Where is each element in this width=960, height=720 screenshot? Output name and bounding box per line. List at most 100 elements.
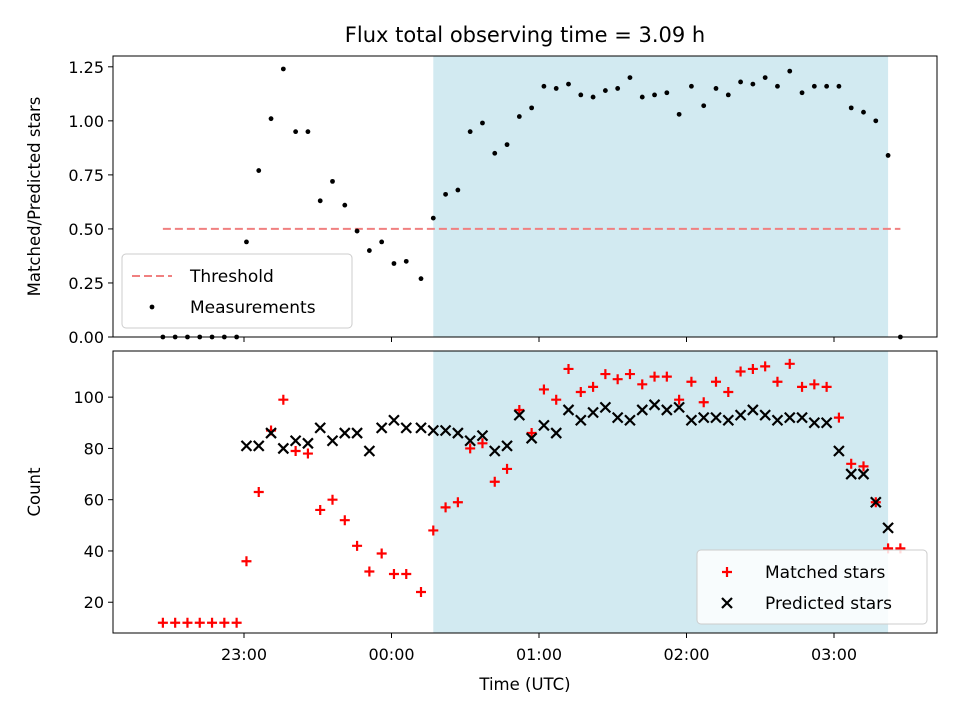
- plus-data-point: [711, 376, 721, 387]
- dot-data-point: [811, 83, 817, 89]
- plus-data-point: [858, 461, 869, 472]
- dot-data-point: [379, 239, 385, 245]
- count-panel: 20 40 60 80 100 23:00 00:00 01:00 02:00 03:00 Coun…: [25, 350, 938, 664]
- x-data-point: [870, 496, 882, 509]
- dot-data-point: [293, 129, 299, 135]
- x-data-point: [808, 417, 821, 429]
- legend: Threshold Measurements: [121, 253, 353, 329]
- legend-label: Threshold: [189, 267, 274, 287]
- dot-data-point: [725, 92, 731, 98]
- legend-box: [696, 549, 928, 625]
- x-tick-label: 03:00: [811, 645, 857, 664]
- dot-data-point: [689, 83, 694, 89]
- y-tick-label: 1.00: [68, 112, 104, 131]
- plus-data-point: [452, 497, 463, 508]
- dot-data-point: [330, 178, 335, 184]
- dot-data-point: [354, 228, 360, 234]
- x-data-point: [857, 468, 870, 480]
- dot-data-point: [430, 215, 436, 221]
- dot-data-point: [366, 248, 372, 253]
- plus-data-point: [797, 381, 808, 392]
- dot-data-point: [317, 198, 323, 204]
- legend-label: Measurements: [190, 298, 316, 318]
- plus-data-point: [723, 387, 734, 398]
- plus-data-point: [302, 448, 313, 459]
- legend-label: Matched stars: [765, 563, 885, 583]
- dot-data-point: [244, 239, 249, 245]
- x-data-point: [697, 411, 710, 424]
- x-data-point: [488, 445, 501, 457]
- x-data-point: [452, 427, 464, 439]
- x-data-point: [339, 427, 351, 439]
- plus-data-point: [661, 371, 672, 382]
- x-data-point: [363, 445, 376, 457]
- plus-data-point: [747, 363, 758, 374]
- x-data-point: [611, 411, 624, 424]
- dot-data-point: [553, 86, 559, 91]
- plus-data-point: [182, 617, 193, 628]
- plus-data-point: [649, 371, 660, 382]
- x-data-point: [796, 411, 808, 424]
- y-tick-label: 80: [84, 439, 104, 458]
- plus-data-point: [575, 387, 586, 398]
- dot-data-point: [664, 90, 670, 96]
- plus-data-point: [428, 525, 439, 536]
- dot-data-point: [590, 94, 596, 100]
- legend-label: Predicted stars: [765, 594, 892, 614]
- x-data-point: [550, 427, 562, 439]
- plus-data-point: [477, 438, 488, 449]
- x-data-point: [783, 411, 796, 424]
- plus-data-point: [698, 397, 709, 408]
- x-data-point: [415, 422, 427, 434]
- y-tick-label: 20: [84, 593, 104, 612]
- y-axis-label: Count: [25, 467, 44, 517]
- dot-data-point: [750, 81, 756, 87]
- dot-data-point: [566, 81, 571, 87]
- x-data-point: [882, 522, 894, 534]
- plus-data-point: [588, 381, 599, 392]
- dot-data-point: [480, 120, 485, 126]
- plus-data-point: [339, 515, 350, 526]
- x-data-point: [326, 434, 339, 447]
- dot-data-point: [516, 114, 522, 119]
- plus-data-point: [735, 366, 746, 377]
- axes-frame: [112, 350, 938, 634]
- x-data-point: [427, 424, 440, 437]
- plus-data-point: [760, 361, 771, 372]
- x-data-point: [759, 409, 771, 421]
- dot-data-point: [701, 103, 707, 109]
- x-data-point: [599, 401, 612, 414]
- series-plus: [157, 358, 906, 628]
- ratio-panel: 0.00 0.25 0.50 0.75 1.00 1.25 Matched/Predicte…: [25, 55, 938, 347]
- plus-data-point: [278, 394, 289, 405]
- x-data-point: [722, 414, 735, 426]
- plus-data-point: [401, 569, 412, 580]
- plus-data-point: [416, 586, 426, 597]
- x-data-point: [771, 414, 784, 426]
- plus-data-point: [526, 428, 537, 439]
- dot-data-point: [342, 202, 348, 208]
- legend-dot-swatch: [149, 304, 155, 310]
- plus-data-point: [194, 617, 205, 628]
- observing-window-band: [433, 56, 889, 337]
- x-tick-label: 02:00: [663, 645, 709, 664]
- x-data-point: [289, 434, 302, 447]
- plus-data-point: [637, 379, 648, 390]
- dot-data-point: [652, 92, 657, 98]
- dot-data-point: [280, 66, 286, 72]
- plus-data-point: [170, 617, 181, 628]
- plus-data-point: [686, 376, 697, 387]
- x-data-point: [501, 440, 513, 452]
- x-tick-label: 01:00: [516, 645, 562, 664]
- dot-data-point: [418, 276, 424, 282]
- plus-data-point: [502, 463, 513, 474]
- plus-data-point: [290, 445, 301, 456]
- dot-data-point: [836, 83, 842, 89]
- plus-data-point: [489, 476, 500, 487]
- plus-data-point: [821, 381, 832, 392]
- y-tick-label: 0.50: [68, 220, 104, 239]
- x-data-point: [661, 404, 673, 416]
- dot-data-point: [615, 86, 621, 91]
- x-data-point: [464, 434, 476, 447]
- x-data-point: [587, 406, 599, 419]
